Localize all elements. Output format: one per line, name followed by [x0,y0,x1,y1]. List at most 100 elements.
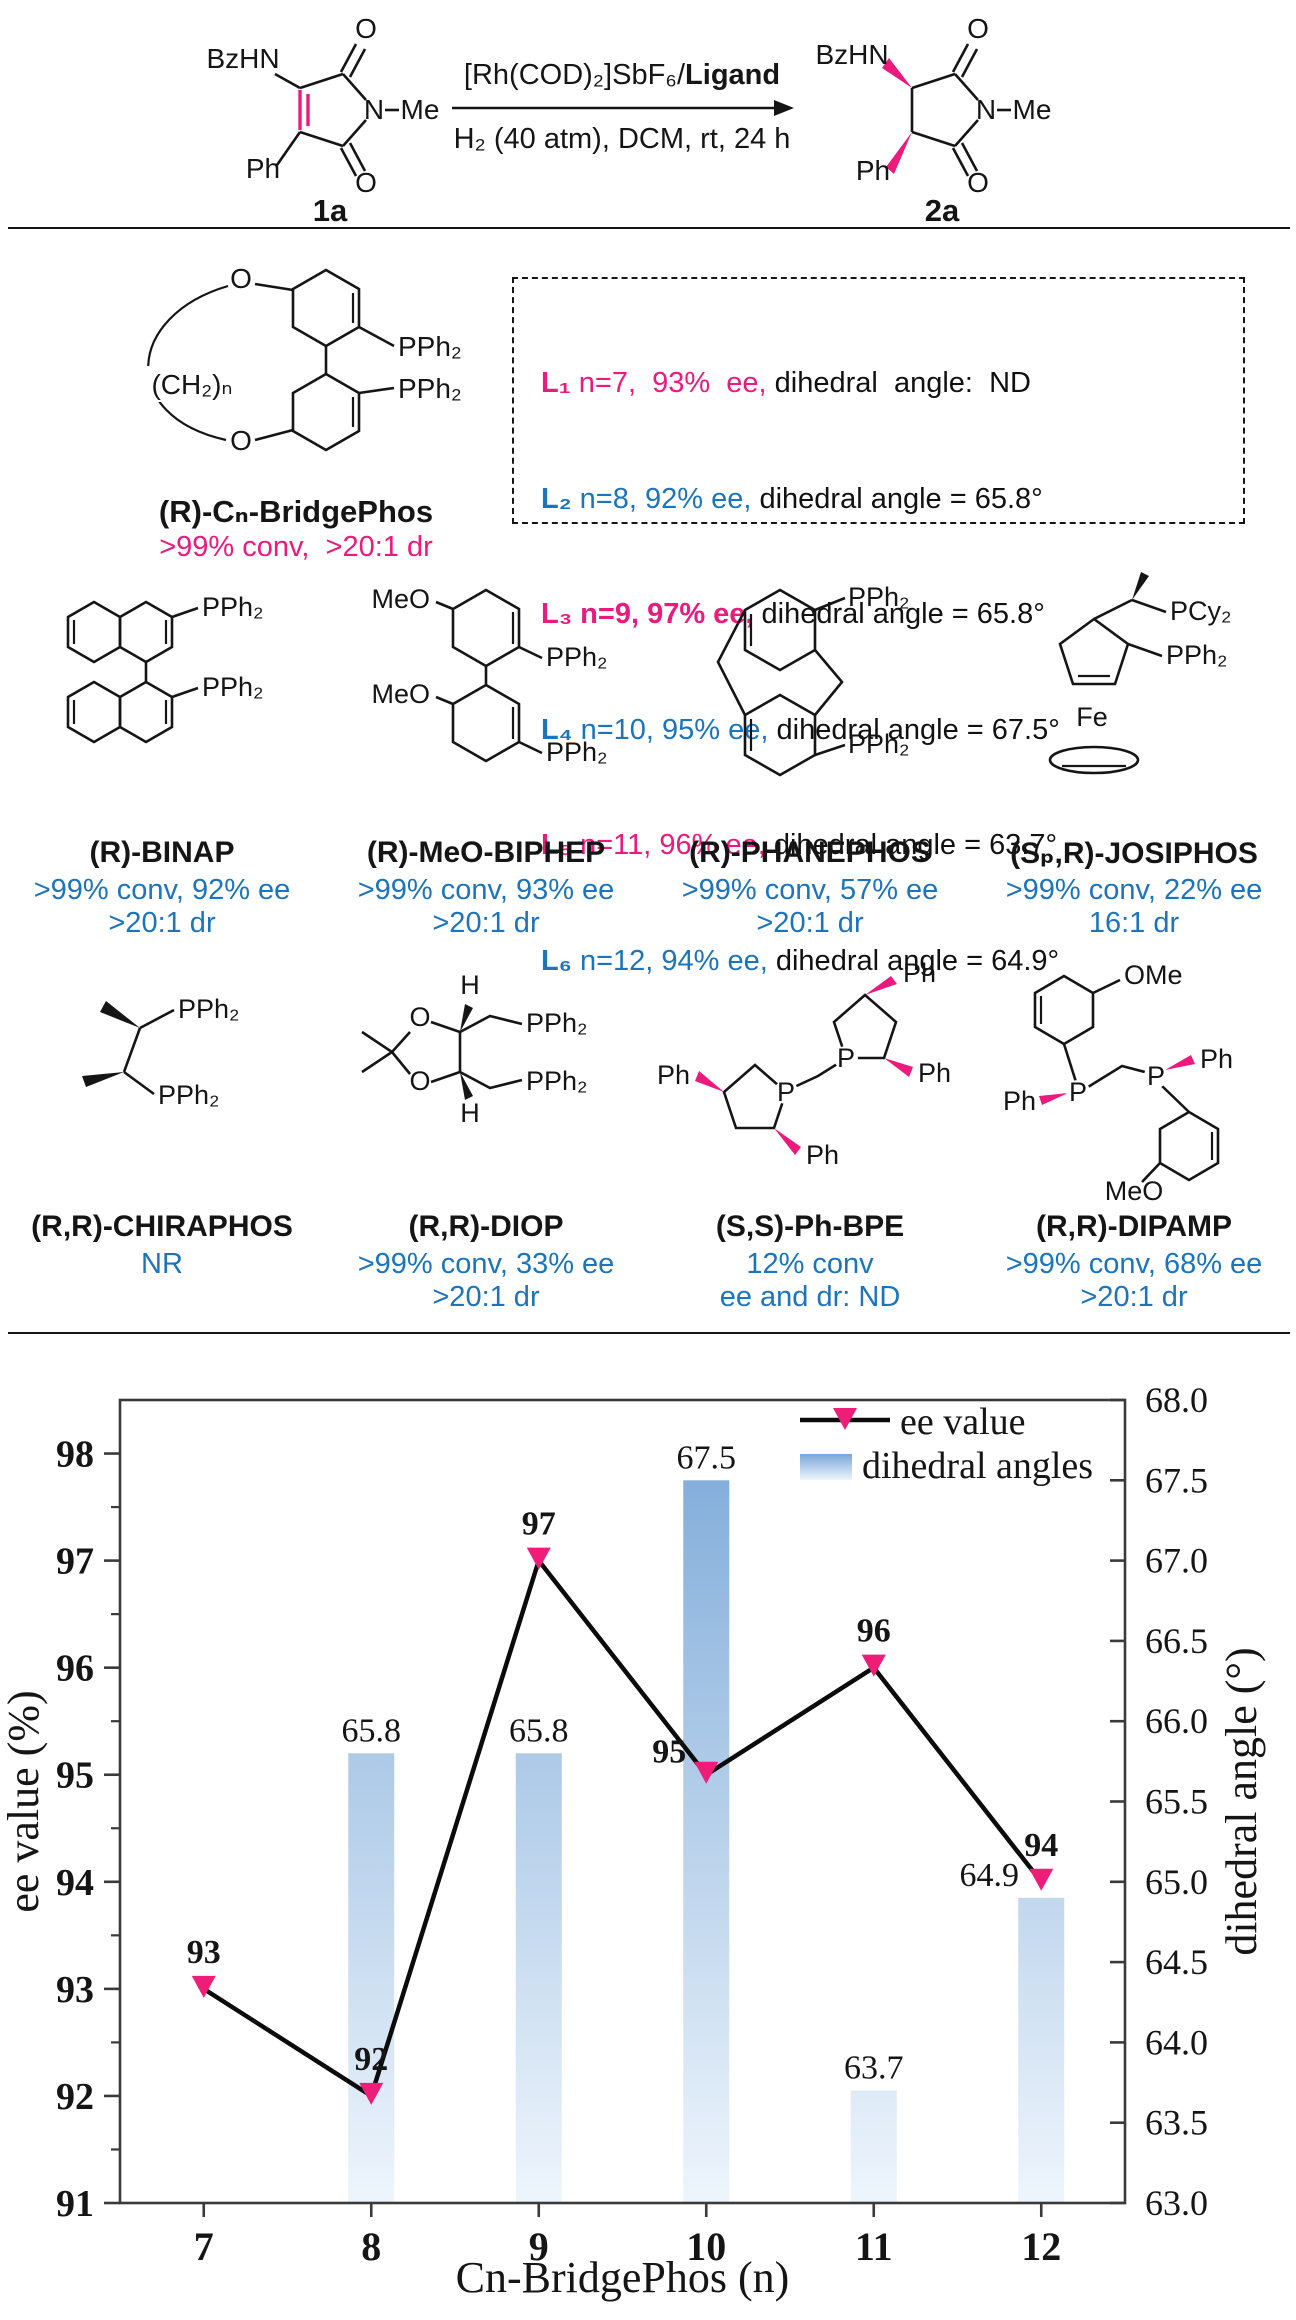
ligand-result: >99% conv, 92% ee [33,874,291,906]
ligand-name: (R)-PHANEPHOS [689,836,931,869]
structure-bridgephos: O O PPh₂ PPh₂ (CH₂)ₙ [134,263,462,456]
bar-value-label: 65.8 [342,1712,402,1749]
right-tick-label: 67.5 [1145,1460,1208,1500]
atom-label: PPh₂ [1166,640,1228,670]
atom-label: Ph [918,1058,951,1088]
left-tick-label: 92 [56,2076,94,2118]
atom-label: MeO [1105,1176,1164,1206]
ee-marker [191,1975,216,1998]
atom-label: N [976,94,996,125]
structure-ph-bpe: P P Ph Ph Ph Ph [657,958,951,1170]
left-tick-label: 98 [56,1434,94,1476]
bar-n11 [850,2090,897,2203]
ee-marker [861,1654,886,1677]
ligand-result: >99% conv, 33% ee [357,1248,615,1280]
atom-label: Ph [1200,1044,1233,1074]
atom-label: PPh₂ [398,373,462,404]
bar-value-label: 64.9 [960,1857,1020,1894]
ee-value-label: 96 [857,1613,891,1650]
arrowhead [774,100,794,116]
atom-label: (CH₂)ₙ [151,369,232,400]
structure-dipamp: P P OMe MeO Ph Ph [1003,960,1233,1206]
atom-label: PPh₂ [546,642,608,672]
atom-label: P [777,1077,795,1107]
stereo-wedge [1039,1093,1068,1105]
structure-diop: O O H H PPh₂ PPh₂ [361,970,588,1128]
left-tick-label: 94 [56,1862,94,1904]
ee-marker [526,1547,551,1570]
atom-label: PPh₂ [398,331,462,362]
atom-label: O [409,1002,430,1032]
atom-label: MeO [371,584,430,614]
ligand-result: >99% conv, 93% ee [357,874,615,906]
x-tick-label: 12 [1021,2224,1061,2269]
section-divider [8,227,1290,229]
atom-label: PPh₂ [202,592,264,622]
atom-label: PPh₂ [546,737,608,767]
atom-label: O [409,1066,430,1096]
ligand-result: 12% conv [746,1248,874,1280]
right-tick-label: 68.0 [1145,1380,1208,1420]
left-tick-label: 93 [56,1969,94,2011]
conditions-top: [Rh(COD)₂]SbF₆/Ligand [464,59,780,91]
bar-n10 [683,1480,730,2203]
stereo-wedge [774,1128,801,1155]
ligand-name: (R)-BINAP [89,836,235,869]
ee-line [202,1555,1044,2100]
ee-value-label: 94 [1024,1827,1058,1864]
reaction-scheme: O O N Me BzHN Ph 1a [Rh(COD)₂]SbF₆/Ligan… [206,13,1051,228]
ligand-result: NR [141,1248,183,1280]
structure-chiraphos: PPh₂ PPh₂ [82,994,240,1110]
atom-label: Me [1013,94,1052,125]
right-tick-label: 63.0 [1145,2183,1208,2223]
atom-label: MeO [371,679,430,709]
bridgephos-name: (R)-Cₙ-BridgePhos [158,494,434,529]
ee-dihedral-chart: 65.8 65.867.563.764.9919293949596979863.0… [0,1380,1266,2302]
atom-label: O [230,263,252,294]
atom-label: BzHN [815,39,888,70]
atom-label: PPh₂ [526,1008,588,1038]
atom-label: Me [401,94,440,125]
stereo-wedge [882,58,912,88]
structure-binap: PPh₂ PPh₂ [66,592,264,744]
ligand-name: (Sₚ,R)-JOSIPHOS [1010,837,1258,870]
bridgephos-result: >99% conv, >20:1 dr [159,531,433,563]
ligand-result: >20:1 dr [756,907,864,939]
atom-label: Ph [903,958,936,988]
atom-label: Ph [657,1060,690,1090]
ee-value-label: 93 [187,1934,221,1971]
macrocycle-arc [147,284,229,442]
legend-label-ee: ee value [900,1401,1026,1443]
atom-label: PPh₂ [178,994,240,1024]
right-tick-label: 64.5 [1145,1942,1208,1982]
left-axis-title: ee value (%) [0,1690,48,1912]
stereo-wedge [460,1072,473,1100]
legend-bar-swatch [800,1454,852,1480]
stereo-wedge [865,976,897,995]
ligand-result: >99% conv, 57% ee [681,874,939,906]
structure-1a: O O N Me BzHN Ph 1a [206,13,439,228]
ligand-box-line: L₅ n=11, 96% ee, dihedral angle = 63.7° [541,829,1058,861]
atom-label: P [837,1043,855,1073]
right-tick-label: 65.5 [1145,1782,1208,1822]
ligand-result: >20:1 dr [432,1281,540,1313]
stereo-wedge [1132,572,1149,600]
x-axis-title: Cn-BridgePhos (n) [456,2253,790,2302]
right-tick-label: 63.5 [1145,2103,1208,2143]
structure-2a: O O N Me BzHN Ph 2a [815,13,1051,228]
ligand-result: >99% conv, 22% ee [1005,874,1263,906]
atom-label: N [364,94,384,125]
plot-border [118,1398,1127,2205]
structure-meo-biphep: MeO MeO PPh₂ PPh₂ [371,584,608,767]
atom-label: H [460,970,480,1000]
bar-value-label: 65.8 [509,1712,569,1749]
atom-label: P [1147,1061,1165,1091]
atom-label: PPh₂ [526,1066,588,1096]
ee-value-label: 92 [354,2041,388,2078]
left-tick-label: 91 [56,2183,94,2225]
x-tick-label: 11 [855,2224,893,2269]
left-tick-label: 95 [56,1755,94,1797]
compound-label-1a: 1a [313,193,348,228]
atom-label: O [355,167,377,198]
